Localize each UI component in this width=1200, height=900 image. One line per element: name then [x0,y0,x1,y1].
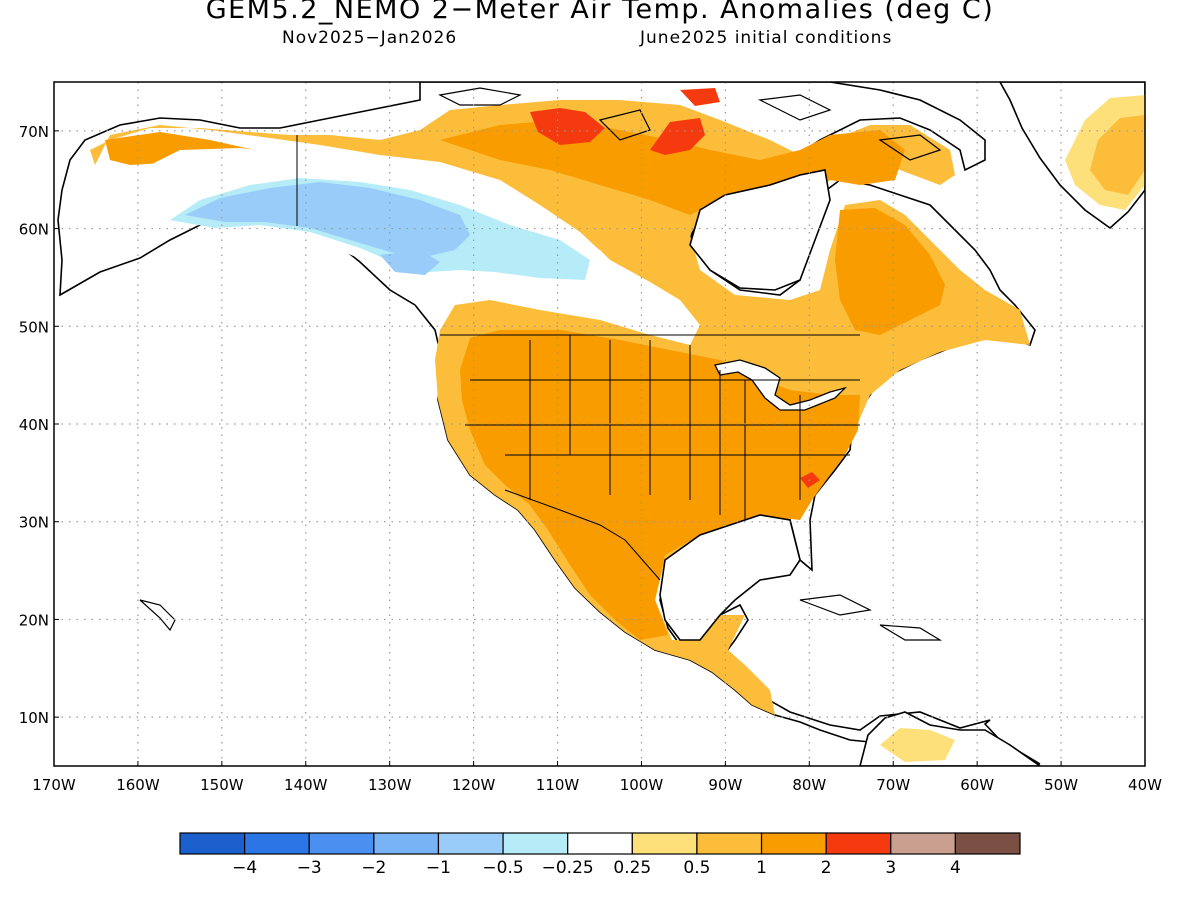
lat-tick-label: 40N [19,416,49,434]
anomaly-band-2-3-carolina [800,472,820,488]
map-title: GEM5.2_NEMO 2−Meter Air Temp. Anomalies … [205,0,995,25]
arctic-islands [139,87,943,641]
south-america-anomaly [880,728,955,762]
lon-tick-label: 60W [960,776,994,794]
lon-tick-label: 50W [1044,776,1078,794]
colorbar-label: 4 [950,858,961,878]
colorbar-label: −0.5 [482,858,523,878]
anomaly-band-1-2 [460,330,860,640]
colorbar-swatch [244,832,310,855]
colorbar-swatch [954,832,1021,855]
lat-tick-label: 50N [19,318,49,336]
lon-tick-label: 40W [1128,776,1162,794]
lon-tick-label: 160W [116,776,160,794]
lon-tick-label: 170W [32,776,76,794]
colorbar-swatch [567,832,633,855]
colorbar-labels: −4 −3 −2 −1 −0.5 −0.25 0.25 0.5 1 2 3 4 [232,858,961,878]
lon-tick-label: 140W [284,776,328,794]
colorbar [179,832,1021,855]
colorbar-swatch [760,832,827,855]
colorbar-swatch [631,832,698,855]
state-boundaries [296,135,860,581]
colorbar-swatch [373,832,440,855]
anomaly-band-neg-0.5-1-bc [380,250,440,275]
anomaly-band-neg-0.5-1 [185,182,470,258]
anomaly-band-2-3-arctic-mid [650,118,705,155]
colorbar-label: 0.5 [683,858,710,878]
lat-tick-label: 70N [19,123,49,141]
lat-tick-label: 20N [19,611,49,629]
colorbar-label: −2 [361,858,386,878]
colorbar-label: 1 [756,858,767,878]
colorbar-swatch [696,832,763,855]
colorbar-label: −1 [426,858,451,878]
lon-tick-label: 80W [792,776,826,794]
great-lakes [714,359,848,411]
lon-tick-label: 150W [200,776,244,794]
colorbar-label: 3 [885,858,896,878]
anomaly-band-2-3-arctic-west [530,108,605,145]
anomaly-band-1-2-labrador [835,208,945,335]
initial-conditions: June2025 initial conditions [640,28,893,48]
colorbar-swatch [437,832,504,855]
lat-tick-label: 30N [19,514,49,532]
lat-tick-label: 60N [19,221,49,239]
greenland-anomaly-warm [1090,115,1145,195]
lon-tick-label: 100W [620,776,664,794]
lat-tick-label: 10N [19,709,49,727]
lon-tick-label: 90W [708,776,742,794]
colorbar-swatch [825,832,892,855]
colorbar-label: −4 [232,858,257,878]
lon-tick-label: 130W [368,776,412,794]
grid-lines [54,82,1145,766]
lon-tick-label: 120W [452,776,496,794]
longitude-labels: 170W 160W 150W 140W 130W 120W 110W 100W 90W 80W 70… [32,761,1162,794]
colorbar-swatch [308,832,375,855]
colorbar-label: 2 [821,858,832,878]
colorbar-label: −0.25 [542,858,594,878]
latitude-labels: 10N 20N 30N 40N 50N 60N 70N [19,123,59,727]
colorbar-swatch [890,832,956,855]
lon-tick-label: 70W [876,776,910,794]
map-area [54,82,1145,766]
gulf-of-mexico [659,514,801,641]
forecast-period: Nov2025−Jan2026 [282,28,458,48]
anomaly-band-2-3-arctic-east [680,88,720,106]
lon-tick-label: 110W [536,776,580,794]
colorbar-label: 0.25 [613,858,651,878]
colorbar-swatch [179,832,246,855]
colorbar-label: −3 [297,858,322,878]
colorbar-swatch [502,832,569,855]
